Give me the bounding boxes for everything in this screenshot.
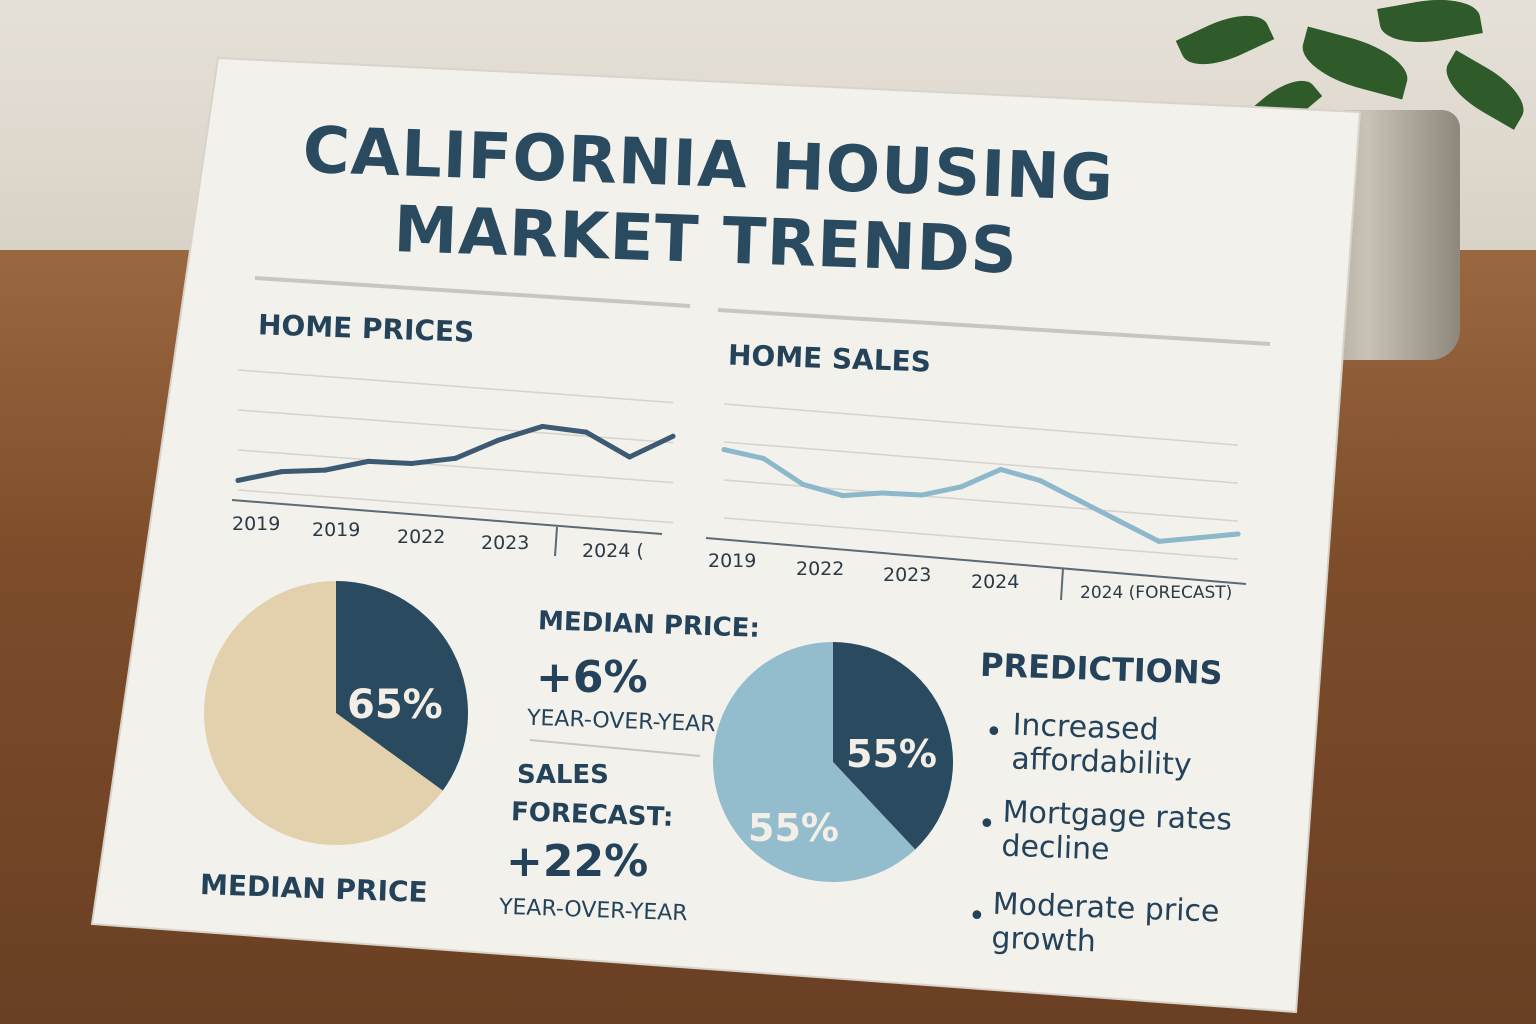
home-sales-tick: 2023 [883,564,932,586]
home-prices-segment [453,437,502,461]
divider-right [717,308,1271,346]
home-sales-segment [958,466,1004,490]
median-pie-label: 65% [347,682,443,728]
home-sales-point [800,481,806,487]
home-sales-segment [1195,531,1241,541]
home-sales-point [721,447,727,453]
home-sales-segment [1077,498,1122,524]
sales-forecast-label-1: SALES [517,760,609,790]
gridline [237,449,674,484]
home-sales-segment [879,490,925,498]
home-sales-point [1156,538,1162,544]
home-sales-tick: 2019 [708,550,757,572]
gridline [237,489,674,524]
gridline [237,369,674,404]
home-prices-segment [583,429,632,460]
home-sales-point [1077,498,1083,504]
home-prices-point [235,477,241,483]
home-prices-segment [496,423,545,443]
divider-left [254,276,691,308]
median-price-pie-slice [203,581,443,846]
home-prices-segment [366,458,415,466]
home-prices-segment [627,433,676,460]
home-sales-point [958,484,964,490]
prediction-item-2: Mortgage rates decline [1000,794,1233,868]
home-prices-tick: 2023 [481,532,530,554]
home-sales-divider-tick [1060,567,1064,601]
forecast-pie [713,642,953,883]
home-prices-point [670,433,676,439]
home-prices-point [540,423,545,429]
home-prices-segment [540,423,589,435]
prediction-bullet-2: • [978,807,996,842]
home-sales-tick: 2024 (FORECAST) [1080,583,1233,603]
home-prices-segment [322,458,371,473]
median-price-pie-slice [336,581,469,791]
home-prices-point [583,429,589,435]
home-sales-grid [723,403,1239,560]
home-prices-segment [409,455,458,466]
home-prices-tick: 2019 [232,513,281,535]
home-prices-segment [279,467,328,475]
page-title: CALIFORNIA HOUSING MARKET TRENDS [301,113,1116,289]
home-sales-title: HOME SALES [727,338,932,379]
home-sales-segment [1116,518,1162,544]
home-sales-segment [998,466,1043,484]
home-sales-tick: 2024 [971,571,1020,593]
gridline [723,441,1239,484]
home-prices-grid [237,369,674,524]
sales-forecast-label-2: FORECAST: [510,797,674,833]
home-prices-point [366,458,371,464]
home-sales-point [840,493,846,499]
prediction-item-1: Increased affordability [1010,707,1193,783]
sales-forecast-value: +22% [506,836,649,887]
home-sales-tick: 2022 [796,558,845,580]
home-sales-point [1116,518,1122,524]
home-sales-point [1235,531,1241,537]
home-sales-point [919,492,925,498]
home-sales-segment [840,490,885,499]
home-prices-point [496,437,502,443]
home-sales-segment [1156,535,1201,544]
home-sales-segment [919,484,964,498]
home-sales-segment [1037,478,1083,504]
median-price-value: +6% [536,652,648,703]
home-sales-segment [800,481,846,499]
home-sales-segment [761,455,806,487]
home-prices-segment [235,469,284,483]
gridline [237,409,674,444]
home-prices-point [279,469,284,475]
home-prices-tick: 2024 ( [582,540,644,562]
home-prices-tick: 2019 [312,519,361,541]
prediction-bullet-3: • [968,899,986,934]
forecast-pie-label-light: 55% [748,806,839,850]
forecast-pie-slice [833,642,953,850]
home-prices-series [235,423,676,483]
home-prices-point [627,454,632,460]
gridline [723,403,1239,446]
home-sales-point [879,490,885,496]
home-prices-point [409,460,415,466]
home-sales-point [1195,535,1201,541]
median-price-pie [203,581,469,846]
forecast-pie-label-dark: 55% [846,732,937,776]
home-sales-point [761,455,767,461]
home-prices-x-axis [231,499,663,535]
home-sales-point [998,466,1004,472]
home-prices-tick: 2022 [397,526,446,548]
home-sales-x-axis [705,537,1247,585]
prediction-bullet-1: • [985,715,1003,750]
stats-divider [529,739,701,757]
home-sales-series [721,447,1241,544]
home-prices-divider-tick [554,526,558,557]
prediction-item-3: Moderate price growth [990,886,1221,960]
home-prices-point [322,467,328,473]
forecast-pie-slice [713,642,916,883]
gridline [723,517,1239,560]
home-prices-point [453,455,458,461]
home-sales-point [1037,478,1043,484]
home-sales-segment [721,447,767,461]
